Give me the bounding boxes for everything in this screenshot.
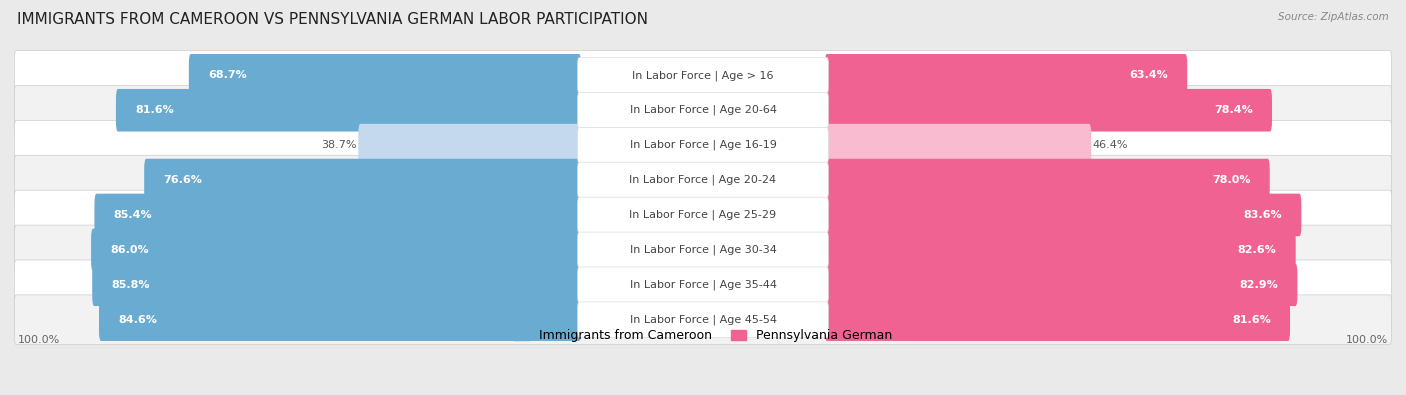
- Text: 100.0%: 100.0%: [17, 335, 59, 345]
- FancyBboxPatch shape: [98, 298, 581, 341]
- FancyBboxPatch shape: [825, 229, 1296, 271]
- Text: Source: ZipAtlas.com: Source: ZipAtlas.com: [1278, 12, 1389, 22]
- Text: 86.0%: 86.0%: [111, 245, 149, 255]
- FancyBboxPatch shape: [578, 127, 828, 163]
- FancyBboxPatch shape: [825, 124, 1091, 166]
- FancyBboxPatch shape: [578, 232, 828, 268]
- Text: 76.6%: 76.6%: [163, 175, 202, 185]
- Text: 82.6%: 82.6%: [1237, 245, 1277, 255]
- FancyBboxPatch shape: [359, 124, 581, 166]
- Text: In Labor Force | Age 30-34: In Labor Force | Age 30-34: [630, 245, 776, 255]
- Text: In Labor Force | Age > 16: In Labor Force | Age > 16: [633, 70, 773, 81]
- FancyBboxPatch shape: [825, 263, 1298, 306]
- FancyBboxPatch shape: [14, 51, 1392, 100]
- Text: In Labor Force | Age 16-19: In Labor Force | Age 16-19: [630, 140, 776, 150]
- FancyBboxPatch shape: [93, 263, 581, 306]
- FancyBboxPatch shape: [578, 267, 828, 303]
- FancyBboxPatch shape: [578, 302, 828, 337]
- Text: 38.7%: 38.7%: [322, 140, 357, 150]
- FancyBboxPatch shape: [578, 197, 828, 233]
- FancyBboxPatch shape: [825, 54, 1187, 97]
- Text: 85.4%: 85.4%: [114, 210, 152, 220]
- Text: 81.6%: 81.6%: [1232, 315, 1271, 325]
- Text: 46.4%: 46.4%: [1092, 140, 1128, 150]
- FancyBboxPatch shape: [14, 295, 1392, 344]
- FancyBboxPatch shape: [578, 58, 828, 93]
- Text: In Labor Force | Age 20-24: In Labor Force | Age 20-24: [630, 175, 776, 185]
- FancyBboxPatch shape: [825, 89, 1272, 132]
- Text: 78.4%: 78.4%: [1213, 105, 1253, 115]
- FancyBboxPatch shape: [14, 260, 1392, 310]
- FancyBboxPatch shape: [145, 159, 581, 201]
- Legend: Immigrants from Cameroon, Pennsylvania German: Immigrants from Cameroon, Pennsylvania G…: [509, 324, 897, 347]
- Text: In Labor Force | Age 20-64: In Labor Force | Age 20-64: [630, 105, 776, 115]
- FancyBboxPatch shape: [578, 162, 828, 198]
- FancyBboxPatch shape: [14, 225, 1392, 275]
- FancyBboxPatch shape: [14, 190, 1392, 240]
- Text: 81.6%: 81.6%: [135, 105, 174, 115]
- FancyBboxPatch shape: [14, 155, 1392, 205]
- FancyBboxPatch shape: [91, 229, 581, 271]
- Text: In Labor Force | Age 25-29: In Labor Force | Age 25-29: [630, 210, 776, 220]
- FancyBboxPatch shape: [825, 194, 1302, 236]
- FancyBboxPatch shape: [14, 120, 1392, 170]
- Text: 100.0%: 100.0%: [1347, 335, 1389, 345]
- Text: In Labor Force | Age 45-54: In Labor Force | Age 45-54: [630, 314, 776, 325]
- Text: 84.6%: 84.6%: [118, 315, 157, 325]
- Text: 82.9%: 82.9%: [1239, 280, 1278, 290]
- Text: In Labor Force | Age 35-44: In Labor Force | Age 35-44: [630, 280, 776, 290]
- FancyBboxPatch shape: [115, 89, 581, 132]
- FancyBboxPatch shape: [94, 194, 581, 236]
- Text: IMMIGRANTS FROM CAMEROON VS PENNSYLVANIA GERMAN LABOR PARTICIPATION: IMMIGRANTS FROM CAMEROON VS PENNSYLVANIA…: [17, 12, 648, 27]
- Text: 63.4%: 63.4%: [1129, 70, 1168, 80]
- FancyBboxPatch shape: [578, 92, 828, 128]
- Text: 68.7%: 68.7%: [208, 70, 247, 80]
- Text: 83.6%: 83.6%: [1243, 210, 1282, 220]
- Text: 85.8%: 85.8%: [111, 280, 150, 290]
- FancyBboxPatch shape: [188, 54, 581, 97]
- FancyBboxPatch shape: [825, 159, 1270, 201]
- FancyBboxPatch shape: [825, 298, 1291, 341]
- Text: 78.0%: 78.0%: [1212, 175, 1250, 185]
- FancyBboxPatch shape: [14, 85, 1392, 135]
